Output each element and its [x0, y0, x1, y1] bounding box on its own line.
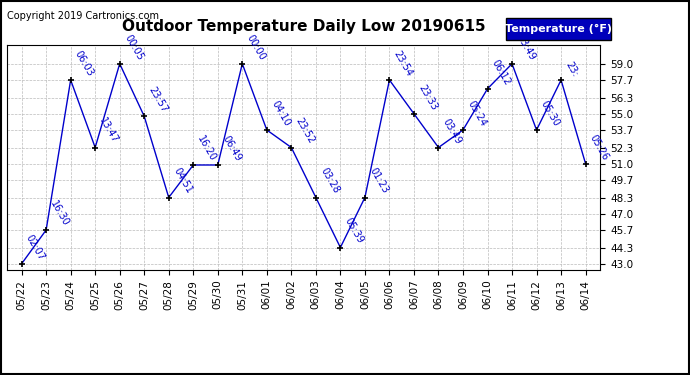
Text: 23:: 23: [564, 60, 580, 78]
Text: 05:30: 05:30 [539, 99, 562, 128]
Text: 04:10: 04:10 [269, 99, 292, 128]
Text: 05:26: 05:26 [588, 133, 611, 162]
Text: 16:20: 16:20 [196, 134, 218, 163]
Text: 23:54: 23:54 [392, 49, 415, 78]
Text: 02:07: 02:07 [24, 232, 47, 262]
Text: Outdoor Temperature Daily Low 20190615: Outdoor Temperature Daily Low 20190615 [122, 19, 485, 34]
Text: 23:57: 23:57 [147, 85, 169, 114]
Text: 03:28: 03:28 [318, 166, 341, 196]
Text: 23:52: 23:52 [294, 116, 317, 146]
Text: 00:00: 00:00 [245, 33, 267, 62]
Text: 05:24: 05:24 [466, 99, 488, 128]
Text: 03:49: 03:49 [441, 117, 464, 146]
Text: 06:49: 06:49 [220, 134, 243, 163]
Text: 06:12: 06:12 [490, 58, 513, 87]
Text: 03:49: 03:49 [515, 33, 537, 62]
Text: 06:03: 06:03 [73, 49, 96, 78]
Text: 16:30: 16:30 [48, 199, 71, 228]
Text: 23:33: 23:33 [416, 83, 439, 112]
Text: Temperature (°F): Temperature (°F) [504, 24, 612, 34]
Text: 13:47: 13:47 [97, 117, 120, 146]
Text: 00:05: 00:05 [122, 33, 145, 62]
Text: Copyright 2019 Cartronics.com: Copyright 2019 Cartronics.com [7, 11, 159, 21]
Text: 05:39: 05:39 [343, 216, 366, 246]
Text: 01:23: 01:23 [367, 166, 390, 196]
Text: 04:51: 04:51 [171, 166, 194, 196]
